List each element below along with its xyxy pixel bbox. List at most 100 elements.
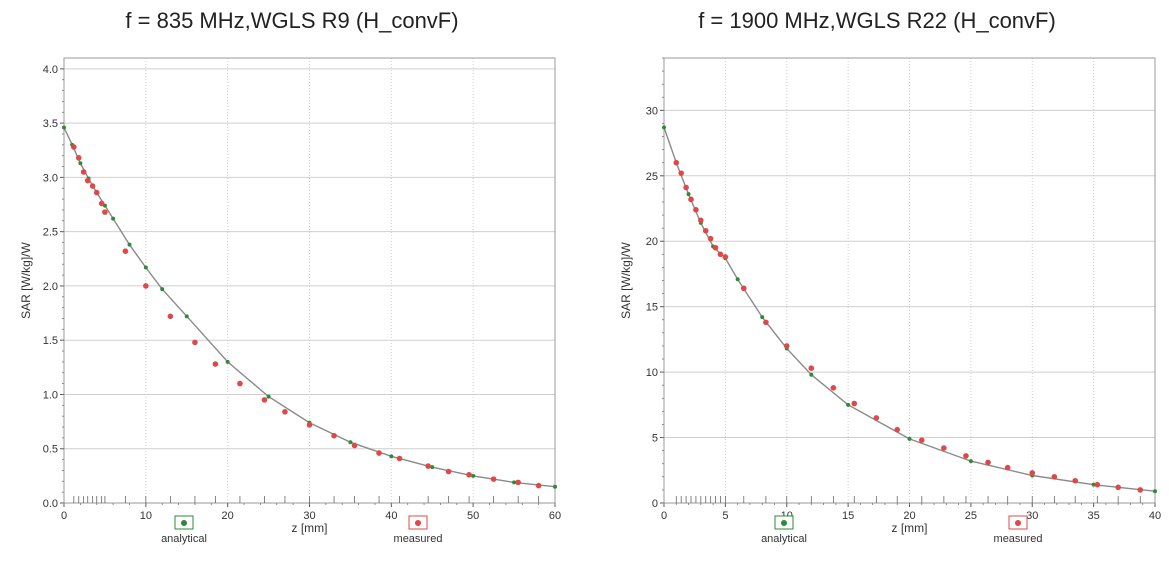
y-tick-label: 25 — [646, 171, 658, 183]
analytical-point — [430, 465, 435, 470]
analytical-point — [78, 161, 83, 166]
measured-point — [918, 437, 925, 443]
x-tick-label: 20 — [903, 510, 915, 522]
legend-marker — [781, 520, 787, 526]
measured-point — [1137, 487, 1144, 493]
y-tick-label: 2.5 — [43, 227, 58, 239]
x-tick-label: 15 — [842, 510, 854, 522]
measured-point — [985, 459, 991, 466]
measured-point — [212, 361, 219, 367]
measured-point — [1072, 477, 1079, 484]
analytical-point — [686, 192, 691, 197]
measured-point — [851, 400, 858, 407]
y-axis-title: SAR [W/kg]/W — [619, 241, 633, 318]
legend-label: analytical — [761, 533, 807, 545]
y-tick-label: 4.0 — [43, 64, 58, 76]
measured-point — [712, 244, 719, 251]
measured-point — [261, 397, 268, 403]
chart-plot-835mhz: 0.0 0.5 1.0 1.5 2.0 2.5 3.0 3.5 4.0 0 10 20 30 40 50 60… — [19, 57, 561, 545]
x-tick-label: 30 — [303, 510, 315, 522]
measured-point — [693, 207, 699, 213]
analytical-point — [907, 436, 912, 441]
measured-point — [75, 155, 82, 161]
measured-point — [783, 343, 790, 349]
x-tick-label: 40 — [1149, 510, 1161, 522]
x-tick-label: 0 — [661, 510, 667, 522]
measured-point — [1029, 470, 1036, 476]
x-tick-label: 50 — [467, 510, 479, 522]
measured-point — [192, 339, 198, 346]
measured-point — [425, 463, 431, 469]
analytical-point — [127, 242, 132, 247]
measured-point — [466, 471, 472, 478]
measured-point — [84, 177, 91, 184]
y-tick-label: 20 — [646, 236, 658, 248]
chart-plot-1900mhz: 0510152025300510152025303540z [mm]SAR [W… — [619, 57, 1161, 545]
measured-point — [702, 227, 709, 234]
measured-point — [963, 453, 969, 459]
measured-point — [490, 476, 497, 482]
y-tick-label: 30 — [646, 105, 658, 117]
analytical-point — [512, 480, 517, 485]
analytical-point — [846, 402, 851, 407]
measured-point — [698, 217, 704, 224]
measured-point — [873, 415, 880, 421]
measured-point — [941, 445, 947, 451]
measured-point — [351, 442, 358, 449]
y-tick-label: 2.0 — [43, 281, 58, 293]
y-tick-label: 1.5 — [43, 335, 58, 347]
legend-marker — [415, 520, 421, 526]
measured-point — [93, 189, 100, 196]
x-tick-label: 5 — [722, 510, 728, 522]
y-tick-label: 15 — [646, 302, 658, 314]
measured-point — [808, 365, 815, 371]
legend-marker — [1015, 520, 1021, 526]
measured-point — [282, 409, 288, 415]
measured-point — [1094, 481, 1101, 488]
measured-point — [167, 313, 174, 320]
measured-point — [331, 432, 337, 439]
analytical-point — [143, 265, 148, 270]
chart-title: f = 1900 MHz,WGLS R22 (H_convF) — [698, 8, 1056, 33]
measured-point — [678, 170, 684, 176]
analytical-point — [160, 287, 165, 292]
measured-point — [396, 455, 403, 462]
measured-point — [80, 169, 87, 175]
y-axis-title: SAR [W/kg]/W — [19, 241, 33, 318]
analytical-point — [760, 315, 765, 320]
measured-point — [376, 450, 382, 456]
analytical-point — [1153, 489, 1157, 494]
legend-marker — [181, 520, 187, 526]
analytical-point — [809, 372, 814, 377]
measured-point — [143, 283, 149, 289]
analytical-point — [1091, 482, 1096, 487]
x-axis-title: z [mm] — [292, 521, 328, 535]
measured-point — [122, 248, 129, 254]
x-tick-label: 40 — [385, 510, 397, 522]
measured-point — [71, 144, 77, 150]
legend-label: measured — [394, 533, 443, 545]
analytical-point — [225, 359, 230, 364]
legend-label: analytical — [161, 533, 207, 545]
measured-point — [1051, 474, 1058, 480]
chart-panel-835mhz: f = 835 MHz,WGLS R9 (H_convF) 0.0 0.5 1.0 1… — [0, 0, 584, 581]
x-tick-label: 60 — [549, 510, 561, 522]
analytical-point — [471, 473, 476, 478]
measured-point — [98, 200, 105, 207]
analytical-point — [111, 216, 116, 221]
analytical-point — [266, 394, 271, 399]
chart-title: f = 835 MHz,WGLS R9 (H_convF) — [125, 8, 459, 33]
measured-point — [688, 196, 694, 203]
analytical-point — [389, 454, 394, 459]
y-tick-label: 0.5 — [43, 444, 58, 456]
measured-point — [102, 209, 108, 215]
analytical-point — [553, 484, 557, 489]
measured-point — [740, 285, 747, 292]
y-tick-label: 3.0 — [43, 172, 58, 184]
analytical-point — [184, 314, 189, 319]
measured-point — [722, 254, 729, 260]
measured-point — [306, 422, 313, 428]
x-tick-label: 10 — [140, 510, 152, 522]
analytical-point — [662, 125, 666, 130]
x-tick-label: 20 — [222, 510, 234, 522]
